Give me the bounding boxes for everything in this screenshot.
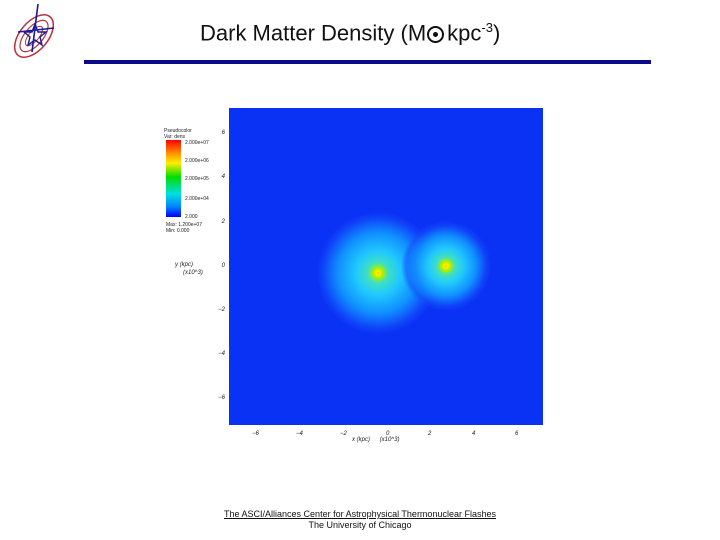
y-tick-label: −4 — [218, 351, 225, 357]
y-axis-label: y (kpc) — [175, 262, 193, 268]
y-tick-label: −2 — [218, 307, 225, 313]
colorbar-min: Min: 0.000 — [166, 228, 190, 234]
colorbar-label: 2.000e+05 — [185, 176, 209, 182]
colorbar — [166, 140, 181, 217]
title-prefix: Dark Matter Density (M — [200, 20, 427, 46]
colorbar-label: 2.000e+07 — [185, 140, 209, 146]
x-tick-label: −6 — [252, 431, 259, 437]
title-unit: kpc — [447, 20, 482, 46]
colorbar-label: 2.000e+04 — [185, 196, 209, 202]
colorbar-variable: Var: dens — [164, 134, 186, 140]
solar-mass-symbol-icon — [427, 26, 445, 44]
title-exponent: -3 — [481, 20, 493, 35]
x-tick-label: 6 — [515, 431, 519, 437]
y-axis-scale: (x10^3) — [183, 270, 203, 276]
footer: The ASCI/Alliances Center for Astrophysi… — [0, 509, 720, 531]
footer-link-center[interactable]: The ASCI/Alliances Center for Astrophysi… — [224, 509, 496, 519]
colorbar-max: Max: 1.200e+07 — [166, 222, 202, 228]
y-tick-label: 6 — [221, 130, 225, 136]
x-axis-scale: (x10^3) — [379, 437, 400, 443]
colorbar-label: 2.000 — [185, 214, 198, 220]
page-title: Dark Matter Density (M kpc-3) — [200, 20, 500, 46]
halo-right — [401, 221, 491, 311]
title-divider — [84, 60, 651, 64]
colorbar-plot-type: Pseudocolor — [164, 128, 192, 134]
x-tick-label: 2 — [428, 431, 432, 437]
x-tick-label: 0 — [386, 431, 390, 437]
x-tick-label: −2 — [340, 431, 347, 437]
footer-university: The University of Chicago — [308, 520, 412, 530]
x-axis-title: x (kpc) — [352, 437, 370, 443]
flash-center-logo-icon — [4, 2, 62, 64]
title-suffix: ) — [492, 20, 501, 46]
y-tick-label: 4 — [221, 174, 225, 180]
density-plot-area — [229, 108, 543, 425]
y-tick-label: −6 — [218, 395, 225, 401]
x-tick-label: 4 — [472, 431, 476, 437]
x-tick-label: −4 — [296, 431, 303, 437]
y-tick-label: 2 — [221, 219, 225, 225]
y-tick-label: 0 — [221, 263, 225, 269]
colorbar-label: 2.000e+06 — [185, 158, 209, 164]
x-axis-label: x (kpc) (x10^3) — [352, 437, 400, 443]
colorbar-title: Pseudocolor Var: dens — [164, 128, 192, 140]
